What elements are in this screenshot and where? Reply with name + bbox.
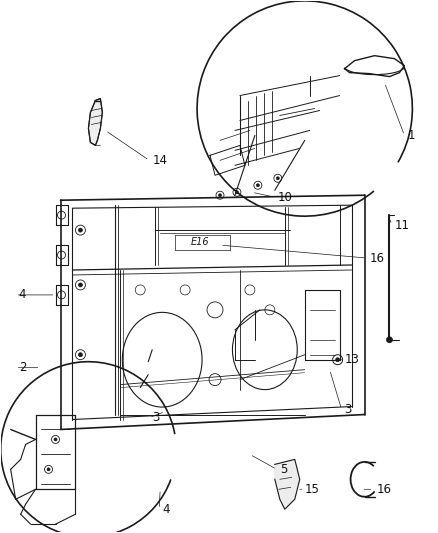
Text: 14: 14 xyxy=(152,154,167,167)
Text: 3: 3 xyxy=(152,411,159,424)
Circle shape xyxy=(78,283,82,287)
Circle shape xyxy=(47,468,50,471)
Text: 15: 15 xyxy=(305,483,320,496)
Text: 16: 16 xyxy=(370,252,385,264)
Text: 16: 16 xyxy=(377,483,392,496)
Text: E16: E16 xyxy=(191,237,209,247)
Circle shape xyxy=(386,337,392,343)
Text: 2: 2 xyxy=(19,361,26,374)
Circle shape xyxy=(219,193,222,197)
Circle shape xyxy=(256,184,259,187)
Circle shape xyxy=(54,438,57,441)
Circle shape xyxy=(236,191,238,193)
Text: 11: 11 xyxy=(395,219,410,232)
Circle shape xyxy=(78,353,82,357)
Text: 13: 13 xyxy=(345,353,360,366)
Text: 1: 1 xyxy=(407,129,415,142)
Circle shape xyxy=(78,228,82,232)
Circle shape xyxy=(276,177,279,180)
Text: 4: 4 xyxy=(162,503,170,516)
Polygon shape xyxy=(88,99,102,146)
Circle shape xyxy=(336,358,339,362)
Text: 5: 5 xyxy=(280,463,287,476)
Text: 4: 4 xyxy=(19,288,26,301)
Text: 10: 10 xyxy=(278,191,293,204)
Text: 3: 3 xyxy=(345,403,352,416)
Polygon shape xyxy=(275,459,300,509)
